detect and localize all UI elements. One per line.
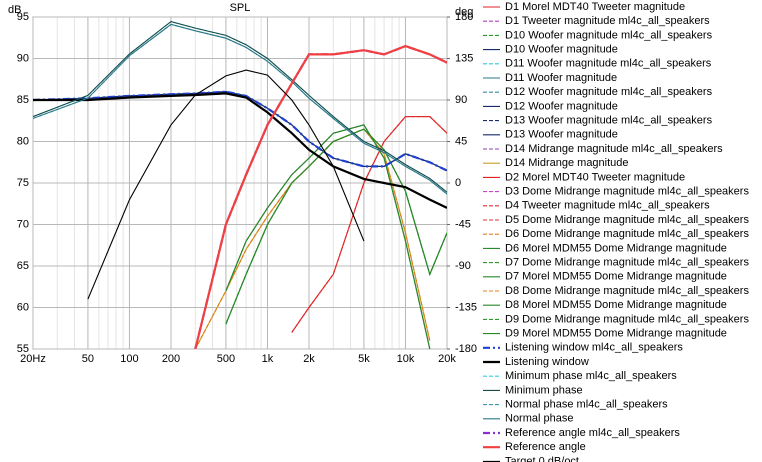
plot-lines: [33, 20, 447, 349]
legend-label: D11 Woofer magnitude: [505, 72, 617, 84]
y-tick-label: 65: [17, 260, 29, 272]
y-tick-label: 80: [17, 135, 29, 147]
x-tick-label: 1k: [262, 353, 274, 365]
legend-label: D1 Morel MDT40 Tweeter magnitude: [505, 1, 685, 13]
legend-label: D5 Dome Midrange magnitude ml4c_all_spea…: [505, 214, 749, 226]
y-tick-label: 90: [17, 52, 29, 64]
legend-label: D4 Tweeter magnitude ml4c_all_speakers: [505, 200, 710, 212]
legend-label: D11 Woofer magnitude ml4c_all_speakers: [505, 58, 712, 70]
legend-label: D12 Woofer magnitude ml4c_all_speakers: [505, 86, 713, 98]
legend-label: D10 Woofer magnitude ml4c_all_speakers: [505, 29, 713, 41]
y2-axis-label: deg: [455, 6, 473, 18]
legend-label: D7 Morel MDM55 Dome Midrange magnitude: [505, 271, 727, 283]
y2-tick-label: 180: [455, 11, 473, 23]
y2-tick-label: 135: [455, 52, 473, 64]
legend-label: Normal phase: [505, 413, 573, 425]
y2-tick-label: 90: [455, 94, 467, 106]
legend-label: D8 Dome Midrange magnitude ml4c_all_spea…: [505, 285, 749, 297]
series-line: [194, 44, 447, 349]
legend-label: Listening window: [505, 356, 589, 368]
legend-label: D7 Dome Midrange magnitude ml4c_all_spea…: [505, 257, 749, 269]
series-line: [87, 69, 365, 300]
y2-tick-label: -90: [455, 260, 471, 272]
grid: [32, 16, 448, 350]
x-tick-label: 100: [120, 353, 138, 365]
legend-label: D13 Woofer magnitude: [505, 129, 618, 141]
y-tick-label: 95: [17, 11, 29, 23]
legend-label: D14 Midrange magnitude: [505, 157, 629, 169]
series-line: [33, 92, 447, 209]
legend-label: Minimum phase: [505, 384, 583, 396]
y-tick-label: 85: [17, 94, 29, 106]
y2-tick-label: -180: [455, 343, 477, 355]
series-line: [225, 128, 447, 325]
legend-label: D12 Woofer magnitude: [505, 100, 618, 112]
series-line: [33, 23, 447, 195]
legend-label: D3 Dome Midrange magnitude ml4c_all_spea…: [505, 186, 749, 198]
x-tick-label: 500: [217, 353, 235, 365]
x-tick-label: 2k: [303, 353, 315, 365]
legend-label: D9 Morel MDM55 Dome Midrange magnitude: [505, 328, 727, 340]
legend-label: Listening window ml4c_all_speakers: [505, 342, 683, 354]
y2-tick-label: -135: [455, 301, 477, 313]
x-tick-label: 10k: [397, 353, 415, 365]
y-tick-label: 70: [17, 218, 29, 230]
legend-label: D13 Woofer magnitude ml4c_all_speakers: [505, 115, 713, 127]
series-line: [291, 116, 447, 333]
legend-label: Reference angle ml4c_all_speakers: [505, 427, 680, 439]
legend-label: D8 Morel MDM55 Dome Midrange magnitude: [505, 299, 727, 311]
y-tick-label: 75: [17, 177, 29, 189]
legend-label: D10 Woofer magnitude: [505, 44, 618, 56]
y-tick-label: 55: [17, 343, 29, 355]
chart-title: SPL: [230, 2, 251, 14]
legend-label: D6 Dome Midrange magnitude ml4c_all_spea…: [505, 228, 749, 240]
x-tick-label: 50: [82, 353, 94, 365]
legend-label: D2 Morel MDT40 Tweeter magnitude: [505, 171, 685, 183]
y-tick-label: 60: [17, 301, 29, 313]
y-axis-label: dB: [8, 4, 21, 16]
series-line: [33, 20, 447, 193]
x-tick-label: 5k: [358, 353, 370, 365]
legend-label: D1 Tweeter magnitude ml4c_all_speakers: [505, 15, 710, 27]
y2-tick-label: 0: [455, 177, 461, 189]
x-tick-label: 20Hz: [20, 353, 46, 365]
legend-label: D14 Midrange magnitude ml4c_all_speakers: [505, 143, 723, 155]
legend-label: Target 0 dB/oct: [505, 455, 579, 462]
x-tick-label: 200: [162, 353, 180, 365]
legend-label: D9 Dome Midrange magnitude ml4c_all_spea…: [505, 313, 749, 325]
y2-tick-label: 45: [455, 135, 467, 147]
legend-label: Minimum phase ml4c_all_speakers: [505, 370, 677, 382]
legend-label: D6 Morel MDM55 Dome Midrange magnitude: [505, 242, 727, 254]
y2-tick-label: -45: [455, 218, 471, 230]
legend-label: Normal phase ml4c_all_speakers: [505, 399, 668, 411]
x-tick-label: 20k: [438, 353, 456, 365]
legend-label: Reference angle: [505, 441, 586, 453]
